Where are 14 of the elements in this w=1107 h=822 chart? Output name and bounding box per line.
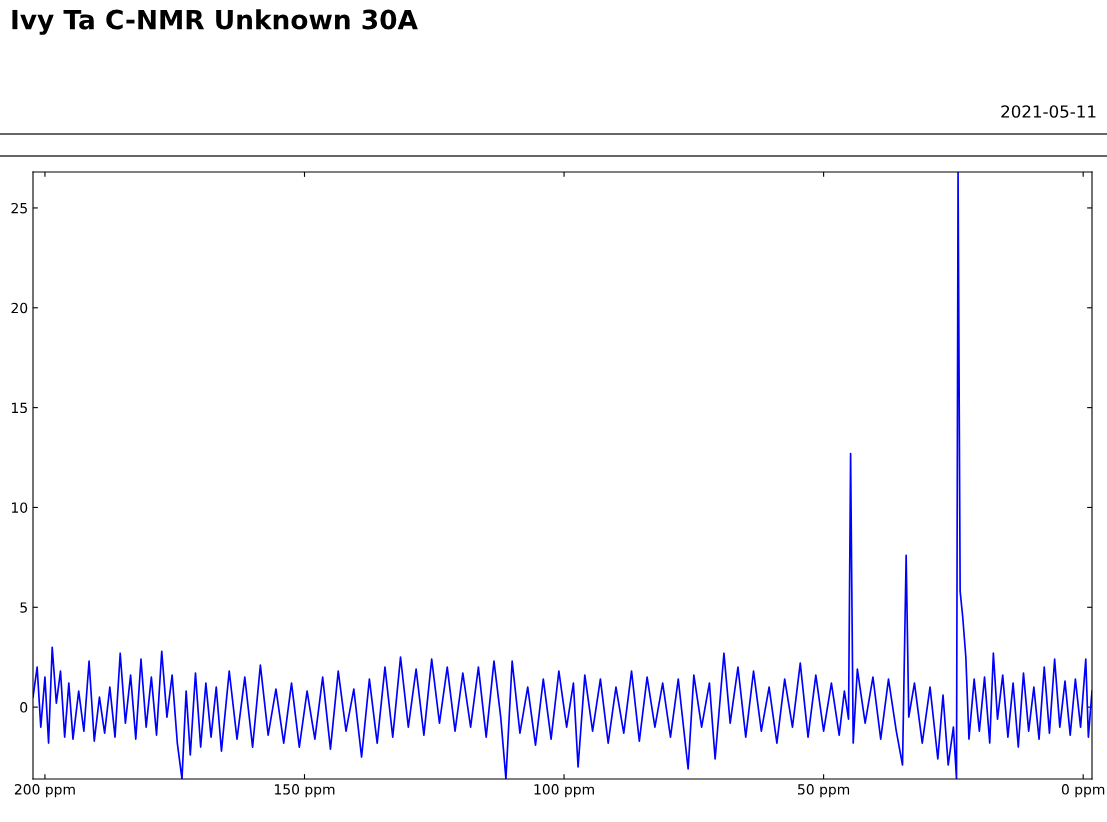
y-tick-label: 15 [11,402,27,414]
y-tick-label: 25 [11,202,27,214]
x-tick-label: 50 ppm [798,784,850,798]
y-tick-label: 0 [20,702,28,713]
chart-title: Ivy Ta C-NMR Unknown 30A [12,9,418,35]
x-tick-label: 0 ppm [1061,784,1105,798]
y-tick-label: 10 [11,502,28,513]
line-series [33,172,1092,779]
x-tick-label: 150 ppm [274,784,335,798]
x-tick-label: 100 ppm [534,784,594,798]
text: 2021-05-11 [1001,105,1096,118]
y-tick-label: 20 [11,302,28,314]
y-tick-label: 5 [20,602,27,613]
x-tick-label: 200 ppm [14,784,75,798]
